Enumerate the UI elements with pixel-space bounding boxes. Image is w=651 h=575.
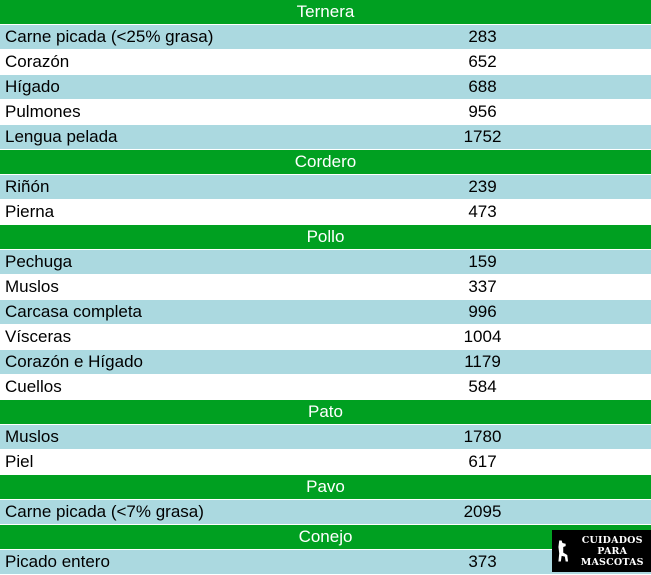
table-row: Riñón 239 [0,175,651,200]
item-name: Carne picada (<7% grasa) [5,502,204,521]
table-row: Corazón e Hígado 1179 [0,350,651,375]
table-row: Carne picada (<7% grasa) 2095 [0,500,651,525]
table-row: Pechuga 159 [0,250,651,275]
item-name: Muslos [5,427,59,446]
item-value: 1752 [463,127,502,146]
item-value: 1780 [463,427,502,446]
watermark-line-2: PARA MASCOTAS [580,545,644,568]
item-value: 688 [468,77,497,96]
table-row: Vísceras 1004 [0,325,651,350]
table-row: Muslos 1780 [0,425,651,450]
item-name: Piel [5,452,34,471]
item-value: 584 [468,377,497,396]
item-value: 617 [468,452,497,471]
item-name: Lengua pelada [5,127,118,146]
section-header: Pavo [0,475,651,500]
item-value: 956 [468,102,497,121]
item-value: 337 [468,277,497,296]
watermark-line-1: CUIDADOS [581,534,643,546]
table-row: Hígado 688 [0,75,651,100]
table-row: Piel 617 [0,450,651,475]
section-header: Conejo [0,525,651,550]
item-value: 996 [468,302,497,321]
item-name: Picado entero [5,552,110,571]
item-value: 159 [468,252,497,271]
section-header: Pato [0,400,651,425]
watermark-logo: CUIDADOS PARA MASCOTAS [552,530,651,572]
item-value: 652 [468,52,497,71]
item-value: 1179 [464,352,501,371]
item-value: 473 [468,202,497,221]
item-name: Muslos [5,277,59,296]
table-row: Pulmones 956 [0,100,651,125]
item-value: 2095 [463,502,502,521]
section-header: Pollo [0,225,651,250]
item-name: Carcasa completa [5,302,143,321]
table-row: Carne picada (<25% grasa) 283 [0,25,651,50]
section-header: Ternera [0,0,651,25]
item-name: Corazón [5,52,70,71]
item-name: Vísceras [5,327,72,346]
item-name: Pechuga [5,252,73,271]
table-row: Picado entero 373 [0,550,651,575]
dog-silhouette-icon [558,540,569,562]
table-row: Carcasa completa 996 [0,300,651,325]
item-name: Carne picada (<25% grasa) [5,27,214,46]
item-value: 283 [468,27,497,46]
table-row: Corazón 652 [0,50,651,75]
item-name: Riñón [5,177,50,196]
item-name: Corazón e Hígado [5,352,143,371]
item-value: 373 [468,552,497,571]
item-name: Pulmones [5,102,81,121]
table-row: Lengua pelada 1752 [0,125,651,150]
item-name: Hígado [5,77,60,96]
table-row: Cuellos 584 [0,375,651,400]
table-row: Muslos 337 [0,275,651,300]
section-header: Cordero [0,150,651,175]
item-value: 239 [468,177,497,196]
item-name: Cuellos [5,377,62,396]
item-value: 1004 [463,327,502,346]
table-row: Pierna 473 [0,200,651,225]
item-name: Pierna [5,202,55,221]
